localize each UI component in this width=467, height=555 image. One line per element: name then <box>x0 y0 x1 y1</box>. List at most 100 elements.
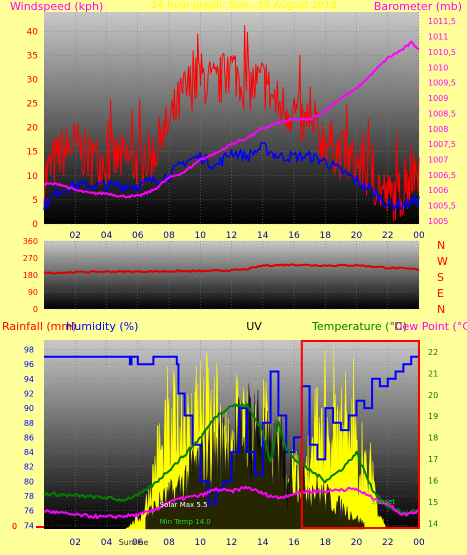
temperature-tick-label: 20 <box>428 391 438 400</box>
x-tick-label: 04 <box>101 538 113 548</box>
direction-tick-label: 0 <box>33 305 38 314</box>
wind-direction-line <box>43 263 420 275</box>
barometer-tick-label: 1006,5 <box>428 171 456 180</box>
humidity-tick-label: 84 <box>24 448 34 457</box>
temperature-line <box>43 403 420 515</box>
x-tick-label: 14 <box>257 538 269 548</box>
x-tick-label: 00 <box>413 231 425 241</box>
temperature-tick-label: 18 <box>428 434 438 443</box>
x-tick-label: 18 <box>320 538 332 548</box>
rainfall-tick-label: 0 <box>12 522 17 531</box>
humidity-tick-label: 78 <box>24 492 34 501</box>
wind-tick-label: 0 <box>32 220 38 230</box>
direction-tick-label: 360 <box>23 237 38 246</box>
humidity-line <box>44 355 419 505</box>
x-tick-label: 00 <box>413 538 425 548</box>
compass-n-bottom: N <box>437 303 445 316</box>
x-tick-label: 12 <box>226 231 237 241</box>
humidity-tick-label: 92 <box>24 389 34 398</box>
temperature-tick-label: 17 <box>428 455 438 464</box>
x-tick-label: 08 <box>163 231 175 241</box>
x-tick-label: 20 <box>351 538 363 548</box>
temperature-tick-label: 14 <box>428 520 438 529</box>
temperature-tick-label: 16 <box>428 477 438 486</box>
wind-tick-label: 25 <box>27 100 38 110</box>
x-tick-label: 16 <box>288 231 300 241</box>
humidity-tick-label: 76 <box>24 507 34 516</box>
sunset-label: Sunset <box>371 498 395 506</box>
compass-e: E <box>437 287 444 300</box>
barometer-tick-label: 1009 <box>428 94 448 103</box>
min-temp-label: Min Temp 14.0 <box>160 518 211 526</box>
humidity-axis-title: Humidity (%) <box>66 320 138 333</box>
humidity-tick-label: 74 <box>24 521 34 530</box>
humidity-tick-label: 80 <box>24 477 34 486</box>
solar-max-label: Solar Max 5.5 <box>160 501 208 509</box>
rainfall-axis-title: Rainfall (mm) <box>2 320 76 333</box>
barometer-tick-label: 1005 <box>428 217 448 226</box>
temperature-tick-label: 21 <box>428 369 438 378</box>
humidity-tick-label: 88 <box>24 419 34 428</box>
barometer-tick-label: 1007 <box>428 155 448 164</box>
x-tick-label: 02 <box>70 231 81 241</box>
x-tick-label: 14 <box>257 231 269 241</box>
wind-tick-label: 20 <box>27 124 39 134</box>
wind-tick-label: 10 <box>27 172 39 182</box>
x-tick-label: 06 <box>132 231 144 241</box>
barometer-tick-label: 1008 <box>428 125 448 134</box>
x-tick-label: 12 <box>226 538 237 548</box>
x-tick-label: 04 <box>101 231 113 241</box>
wind-tick-label: 30 <box>27 75 39 85</box>
wind-tick-label: 35 <box>27 51 38 61</box>
wind-tick-label: 40 <box>27 27 39 37</box>
dew-point-line <box>43 485 420 520</box>
barometer-tick-label: 1008,5 <box>428 109 456 118</box>
barometer-tick-label: 1011 <box>428 33 448 42</box>
barometer-tick-label: 1005,5 <box>428 202 456 211</box>
direction-tick-label: 90 <box>28 288 38 297</box>
wind-gust-line <box>43 25 420 223</box>
x-tick-label: 16 <box>288 538 300 548</box>
graph-title: 24 hour graph. Sun., 19 August 2018 <box>151 0 337 11</box>
barometer-line <box>43 40 420 199</box>
temperature-tick-label: 19 <box>428 412 438 421</box>
temperature-tick-label: 15 <box>428 498 438 507</box>
compass-n-top: N <box>437 239 445 252</box>
x-tick-label: 06 <box>132 538 144 548</box>
humidity-tick-label: 90 <box>24 404 34 413</box>
barometer-axis-title: Barometer (mb) <box>374 0 462 13</box>
wind-tick-label: 5 <box>32 196 38 206</box>
barometer-tick-label: 1009,5 <box>428 79 456 88</box>
barometer-tick-label: 1006 <box>428 186 448 195</box>
atmosphere-panel: Rainfall (mm) Humidity (%) UV Temperatur… <box>2 320 467 548</box>
x-tick-label: 20 <box>351 231 363 241</box>
x-tick-label: 22 <box>382 231 393 241</box>
x-tick-label: 08 <box>163 538 175 548</box>
wind-axis-title: Windspeed (kph) <box>10 0 103 13</box>
x-tick-label: 18 <box>320 231 332 241</box>
x-tick-label: 10 <box>195 538 207 548</box>
sunrise-label: Sunrise <box>119 538 149 547</box>
humidity-tick-label: 98 <box>24 346 34 355</box>
barometer-tick-label: 1010 <box>428 63 448 72</box>
barometer-tick-label: 1007,5 <box>428 140 456 149</box>
uv-axis-title: UV <box>246 320 262 333</box>
rainfall-tick-label: 0 <box>12 522 17 531</box>
temperature-tick-label: 22 <box>428 348 438 357</box>
x-tick-label: 02 <box>70 538 81 548</box>
temperature-axis-title: Temperature (°C) <box>311 320 407 333</box>
direction-tick-label: 180 <box>23 271 38 280</box>
compass-w: W <box>437 255 448 268</box>
wind-average-line <box>43 141 420 211</box>
barometer-tick-label: 1010,5 <box>428 48 456 57</box>
barometer-tick-label: 1011,5 <box>428 17 456 26</box>
direction-tick-label: 270 <box>23 254 38 263</box>
x-tick-label: 22 <box>382 538 393 548</box>
wind-direction-panel: N W S E N 0 90 180 270 360 <box>23 237 448 316</box>
dew-point-axis-title: Dew Point (°C) <box>394 320 467 333</box>
humidity-tick-label: 96 <box>24 360 34 369</box>
compass-s: S <box>437 271 444 284</box>
wind-barometer-panel: Windspeed (kph) 24 hour graph. Sun., 19 … <box>10 0 462 241</box>
humidity-tick-label: 82 <box>24 463 34 472</box>
